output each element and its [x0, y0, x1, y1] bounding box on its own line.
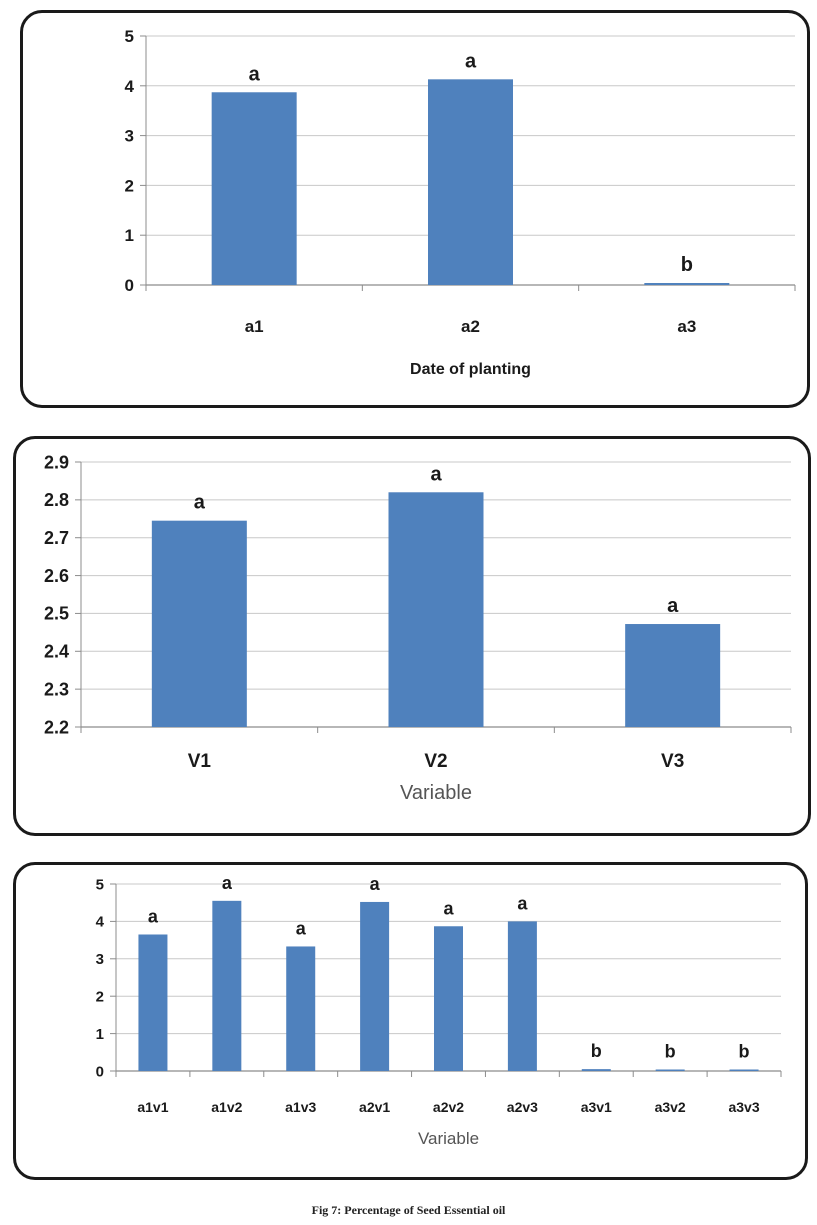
x-tick-label-a2v2: a2v2	[433, 1099, 464, 1115]
x-tick-label-a3: a3	[677, 317, 696, 336]
bar-a3v2	[655, 1069, 685, 1071]
y-tick-label: 2.3	[44, 679, 69, 699]
data-label-a2v2: a	[443, 898, 454, 918]
x-tick-label-V2: V2	[424, 751, 447, 772]
y-tick-label: 2.4	[44, 642, 69, 662]
data-label-a3v1: b	[591, 1041, 602, 1061]
data-label-a2v1: a	[370, 874, 381, 894]
data-label-a3: b	[681, 254, 693, 276]
y-tick-label: 2.7	[44, 528, 69, 548]
x-tick-label-V3: V3	[661, 751, 684, 772]
data-label-a1v2: a	[222, 873, 233, 893]
data-label-V3: a	[667, 595, 679, 617]
chart-panel-variable: 2.2 2.3 2.4 2.5 2.6 2.7 2.8 2.9 a V1 a V2 a V3 Variabl…	[13, 436, 811, 836]
x-tick-label-V1: V1	[188, 751, 212, 772]
y-tick-label: 2.5	[44, 604, 69, 624]
bar-a2v1	[360, 901, 390, 1071]
data-label-a1v3: a	[296, 918, 307, 938]
data-label-a2: a	[465, 50, 477, 72]
x-tick-label-a1: a1	[245, 317, 264, 336]
data-label-a2v3: a	[517, 893, 528, 913]
y-tick-label: 2.9	[44, 452, 69, 472]
y-tick-label: 1	[125, 226, 134, 245]
bar-V2	[388, 492, 484, 727]
y-tick-label: 2.2	[44, 717, 69, 737]
x-tick-label-a3v1: a3v1	[581, 1099, 612, 1115]
x-tick-label-a3v3: a3v3	[728, 1099, 759, 1115]
x-tick-label-a2: a2	[461, 317, 480, 336]
y-tick-label: 3	[125, 127, 134, 146]
bar-a2v2	[434, 926, 463, 1071]
data-label-a1v1: a	[148, 906, 159, 926]
bar-a3v3	[729, 1069, 759, 1071]
y-tick-label: 2.8	[44, 490, 69, 510]
y-tick-label: 2.6	[44, 566, 69, 586]
bar-a2	[428, 79, 513, 286]
y-tick-label: 2	[96, 988, 104, 1005]
chart-panel-interaction: 0 1 2 3 4 5 a a1v1 a a1v2 a a1v3 a a2v1 a a2v2 a a2v3 b a3v…	[13, 862, 808, 1180]
data-label-V1: a	[194, 492, 206, 514]
bar-V3	[625, 624, 721, 727]
data-label-a1: a	[249, 63, 261, 85]
x-tick-label-a1v3: a1v3	[285, 1099, 316, 1115]
y-tick-label: 1	[96, 1026, 104, 1043]
y-tick-label: 5	[96, 876, 104, 893]
figure-caption: Fig 7: Percentage of Seed Essential oil	[311, 1203, 506, 1217]
x-tick-label-a2v3: a2v3	[507, 1099, 538, 1115]
bar-a1	[211, 92, 297, 285]
bar-a2v3	[507, 921, 537, 1071]
bar-a3	[644, 283, 730, 285]
x-tick-label-a3v2: a3v2	[655, 1099, 686, 1115]
y-tick-label: 4	[125, 77, 135, 96]
x-tick-label-a1v1: a1v1	[137, 1099, 168, 1115]
data-label-V2: a	[430, 463, 442, 485]
x-axis-title: Variable	[400, 782, 472, 804]
bar-chart-date-of-planting: 0 1 2 3 4 5 a a1 a a2 b a3 Date of planting	[125, 27, 796, 378]
x-tick-label-a1v2: a1v2	[211, 1099, 242, 1115]
y-tick-label: 0	[125, 276, 134, 295]
data-label-a3v2: b	[665, 1042, 676, 1062]
bar-a1v2	[212, 900, 242, 1071]
y-tick-label: 3	[96, 951, 104, 968]
bar-a1v3	[286, 946, 316, 1071]
x-axis-title: Date of planting	[410, 361, 531, 378]
bar-chart-interaction: 0 1 2 3 4 5 a a1v1 a a1v2 a a1v3 a a2v1 a a2v2 a a2v3 b a3v…	[96, 873, 782, 1148]
x-tick-label-a2v1: a2v1	[359, 1099, 390, 1115]
chart-panel-date-of-planting: 0 1 2 3 4 5 a a1 a a2 b a3 Date of planting	[20, 10, 810, 408]
bar-chart-variable: 2.2 2.3 2.4 2.5 2.6 2.7 2.8 2.9 a V1 a V2 a V3 Variabl…	[44, 452, 792, 804]
y-tick-label: 2	[125, 176, 134, 195]
x-axis-title: Variable	[418, 1129, 479, 1148]
y-tick-label: 5	[125, 27, 134, 46]
bar-a3v1	[581, 1069, 611, 1071]
bar-V1	[151, 520, 247, 727]
y-tick-label: 4	[96, 914, 105, 931]
data-label-a3v3: b	[739, 1042, 750, 1062]
bar-a1v1	[138, 934, 168, 1071]
y-tick-label: 0	[96, 1063, 104, 1080]
